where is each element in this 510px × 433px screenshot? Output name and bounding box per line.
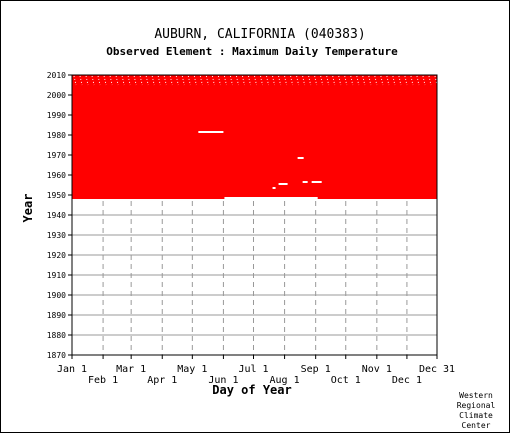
x-tick-label: Jan 1 (57, 364, 87, 375)
x-tick-label: Mar 1 (116, 364, 146, 375)
chart-title: AUBURN, CALIFORNIA (040383) (154, 27, 365, 42)
y-axis-label: Year (21, 194, 35, 223)
y-tick-label: 1950 (47, 191, 66, 200)
data-coverage-area (72, 75, 437, 199)
credit-line-4: Center (462, 421, 491, 430)
credit-line-2: Regional (457, 401, 496, 410)
y-tick-label: 1920 (47, 251, 66, 260)
y-tick-label: 1890 (47, 311, 66, 320)
y-tick-label: 2010 (47, 71, 66, 80)
missing-data-block (278, 183, 288, 185)
x-axis-label: Day of Year (212, 383, 291, 397)
missing-data-block (299, 197, 318, 199)
y-tick-label: 1910 (47, 271, 66, 280)
y-tick-label: 1990 (47, 111, 66, 120)
x-tick-label: Sep 1 (301, 364, 331, 375)
y-tick-label: 1930 (47, 231, 66, 240)
x-tick-label: Dec 31 (419, 364, 455, 375)
missing-data-block (311, 181, 322, 183)
missing-data-block (198, 131, 224, 133)
plot-area: 1870 1880 1890 1900 1910 1920 1930 1940 1950 1960… (47, 71, 455, 386)
y-tick-label: 1870 (47, 351, 66, 360)
x-tick-label: May 1 (177, 364, 207, 375)
y-tick-label: 1900 (47, 291, 66, 300)
x-tick-label: Aug 1 (270, 375, 300, 386)
y-tick-label: 1970 (47, 151, 66, 160)
y-tick-label: 1980 (47, 131, 66, 140)
x-tick-label: Nov 1 (362, 364, 392, 375)
chart-subtitle: Observed Element : Maximum Daily Tempera… (106, 45, 398, 58)
x-tick-label: Jun 1 (208, 375, 238, 386)
y-tick-label: 1940 (47, 211, 66, 220)
missing-data-block (272, 187, 276, 189)
y-tick-label: 1880 (47, 331, 66, 340)
x-tick-label: Jul 1 (238, 364, 268, 375)
credit-line-1: Western (459, 391, 493, 400)
x-tick-label: Dec 1 (392, 375, 422, 386)
missing-data-block (297, 157, 304, 159)
x-tick-label: Oct 1 (331, 375, 361, 386)
credit-line-3: Climate (459, 411, 493, 420)
x-tick-label: Feb 1 (88, 375, 118, 386)
x-tick-label: Apr 1 (147, 375, 177, 386)
missing-data-block (224, 197, 312, 199)
missing-data-block (302, 181, 308, 183)
y-tick-label: 2000 (47, 91, 66, 100)
y-tick-label: 1960 (47, 171, 66, 180)
